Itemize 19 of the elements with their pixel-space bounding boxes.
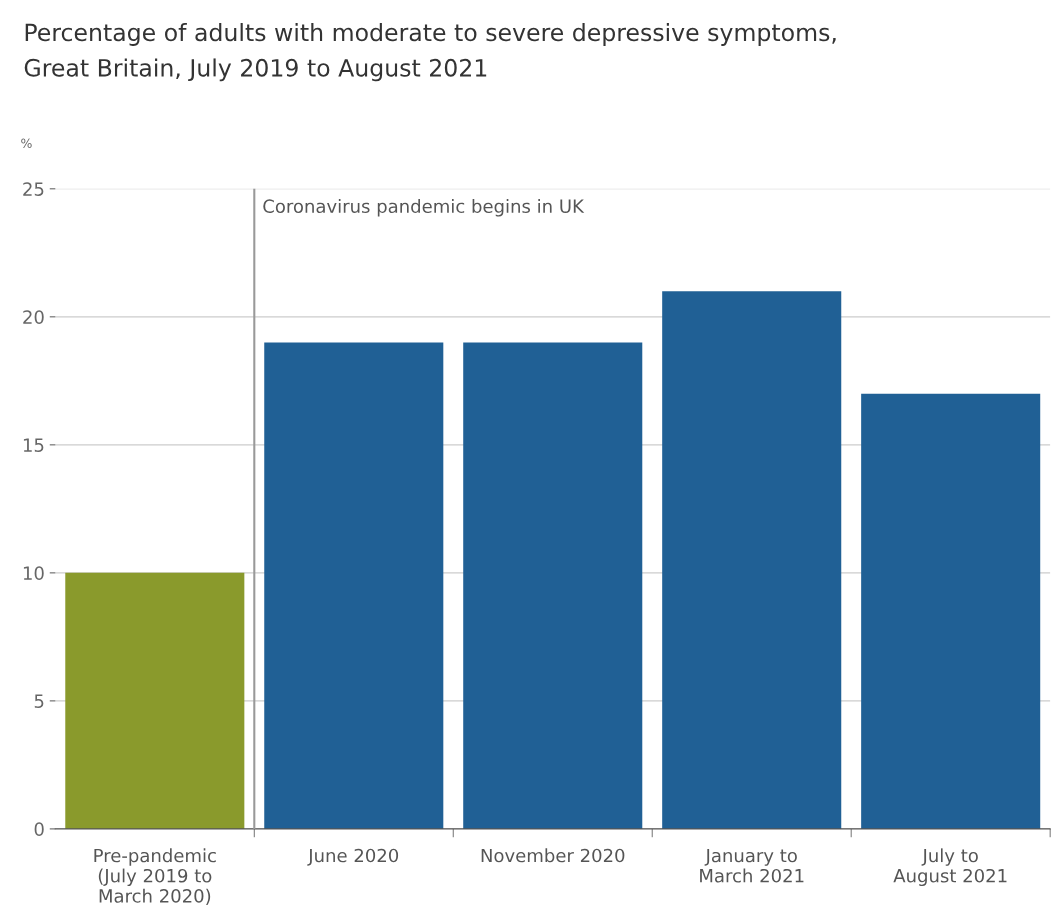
y-tick-label: 20: [23, 310, 44, 324]
ref-line-label: Coronavirus pandemic begins in UK: [263, 199, 585, 217]
chart-title: Percentage of adults with moderate to severe depressive symptoms, Great Britain, July 2019 to August 2021: [24, 23, 836, 82]
y-tick-label: 25: [23, 182, 44, 196]
y-tick-label: 15: [23, 438, 44, 452]
x-tick-label: November 2020: [481, 848, 625, 863]
bar: [861, 393, 1041, 829]
x-tick-label: June 2020: [307, 848, 399, 866]
y-tick-label: 0: [34, 822, 44, 837]
bar: [264, 342, 444, 829]
bar: [463, 342, 643, 829]
y-axis-title: %: [21, 138, 32, 148]
x-tick-label: Pre-pandemic (July 2019 to March 2020): [94, 848, 216, 905]
y-tick-label: 5: [34, 694, 44, 708]
y-tick-label: 10: [23, 566, 44, 580]
bar: [65, 572, 245, 829]
x-tick-label: July to August 2021: [893, 848, 1007, 887]
bar: [662, 291, 842, 829]
x-tick-label: January to March 2021: [700, 848, 804, 883]
